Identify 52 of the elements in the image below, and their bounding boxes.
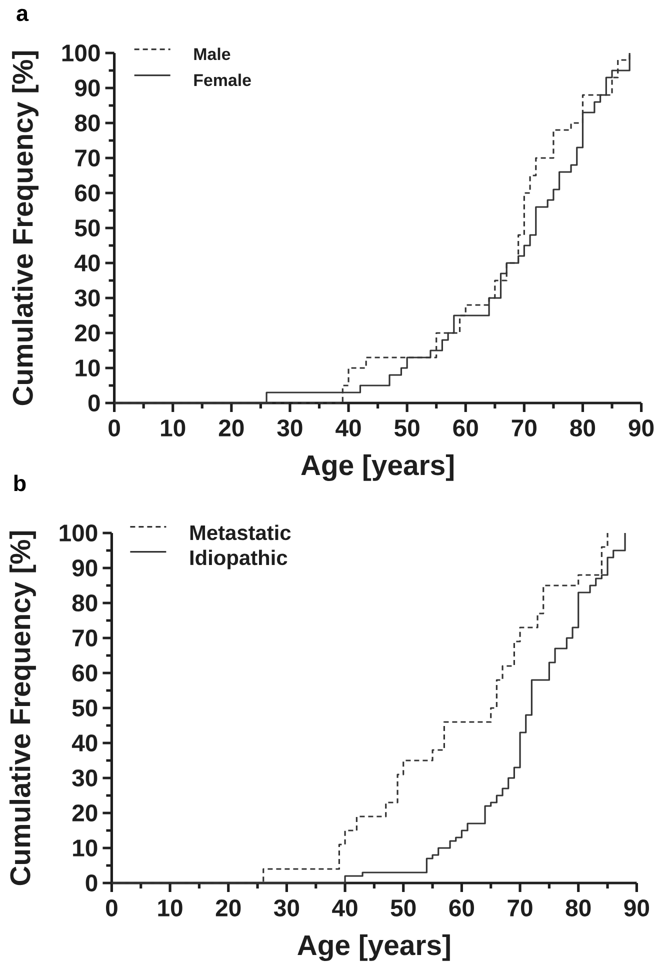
x-tick-label: 30 bbox=[274, 900, 300, 916]
y-tick-label: 30 bbox=[72, 770, 98, 786]
x-tick-label: 60 bbox=[453, 420, 478, 436]
legend-label: Idiopathic bbox=[190, 550, 288, 570]
x-tick-label: 50 bbox=[394, 420, 420, 436]
x-axis-title: Age [years] bbox=[298, 934, 450, 962]
y-tick-label: 60 bbox=[72, 664, 98, 682]
y-tick-label: 10 bbox=[73, 840, 98, 856]
y-axis-title: Cumulative Frequency [%] bbox=[9, 531, 36, 886]
x-tick-label: 80 bbox=[566, 900, 591, 916]
y-axis-title: Cumulative Frequency [%] bbox=[12, 51, 39, 406]
y-tick-label: 70 bbox=[75, 150, 100, 166]
y-tick-label: 0 bbox=[86, 874, 98, 892]
x-tick-label: 90 bbox=[628, 420, 654, 436]
x-tick-label: 40 bbox=[332, 900, 358, 916]
y-tick-label: 100 bbox=[60, 524, 98, 542]
x-tick-label: 20 bbox=[216, 900, 241, 916]
x-tick-label: 70 bbox=[508, 900, 532, 916]
x-tick-label: 0 bbox=[108, 420, 120, 436]
y-tick-label: 100 bbox=[62, 44, 100, 62]
x-tick-label: 70 bbox=[512, 420, 536, 436]
y-tick-label: 0 bbox=[88, 394, 100, 412]
x-tick-label: 50 bbox=[390, 900, 416, 916]
y-tick-label: 10 bbox=[76, 360, 100, 376]
x-tick-label: 20 bbox=[218, 420, 244, 436]
y-tick-label: 70 bbox=[72, 630, 98, 646]
y-tick-label: 90 bbox=[75, 80, 100, 96]
x-tick-label: 60 bbox=[449, 900, 474, 916]
y-tick-label: 20 bbox=[75, 324, 100, 342]
legend-label: Male bbox=[194, 48, 230, 60]
y-tick-label: 40 bbox=[72, 734, 98, 752]
y-tick-label: 40 bbox=[74, 254, 100, 272]
chart-title: b bbox=[14, 474, 26, 492]
y-tick-label: 30 bbox=[74, 290, 100, 306]
y-tick-label: 50 bbox=[72, 700, 98, 716]
x-tick-label: 10 bbox=[161, 420, 186, 436]
x-tick-label: 40 bbox=[336, 420, 361, 436]
y-tick-label: 20 bbox=[72, 804, 98, 822]
x-tick-label: 80 bbox=[570, 420, 596, 436]
x-axis-title: Age [years] bbox=[301, 454, 454, 482]
x-tick-label: 30 bbox=[277, 420, 302, 436]
y-tick-label: 80 bbox=[72, 594, 98, 612]
y-tick-label: 80 bbox=[74, 114, 100, 132]
y-tick-label: 90 bbox=[72, 560, 98, 576]
y-tick-label: 50 bbox=[74, 220, 100, 236]
x-tick-label: 10 bbox=[158, 900, 182, 916]
legend-label: Female bbox=[194, 74, 251, 86]
y-tick-label: 60 bbox=[75, 184, 100, 202]
x-tick-label: 90 bbox=[624, 900, 650, 916]
chart-title: a bbox=[16, 8, 29, 22]
x-tick-label: 0 bbox=[106, 900, 118, 916]
legend-label: Metastatic bbox=[190, 524, 291, 540]
